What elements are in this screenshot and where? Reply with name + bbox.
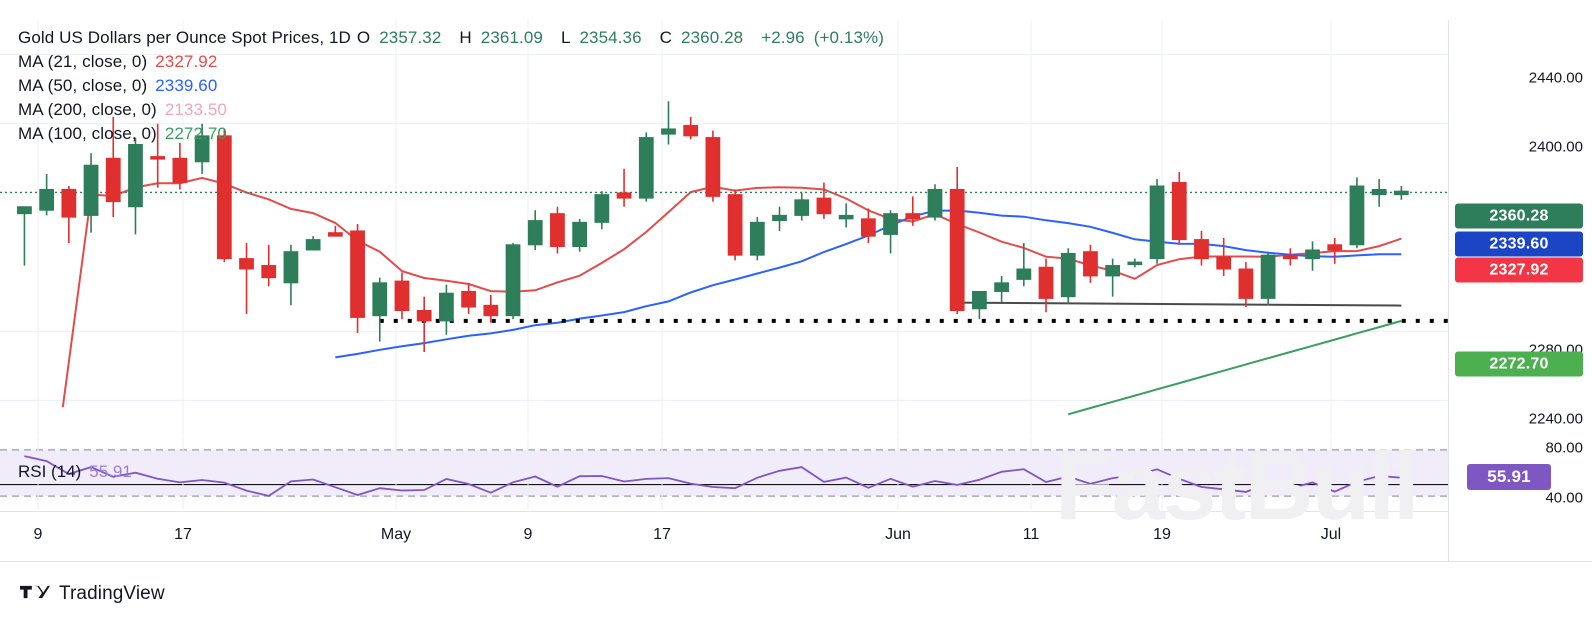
- candle: [1083, 244, 1098, 283]
- price-axis[interactable]: 2440.00 2400.00 2280.00 2240.00 80.00 40…: [1448, 20, 1592, 561]
- candle: [727, 189, 743, 261]
- xtick-9: 9: [523, 526, 533, 543]
- tradingview-logo[interactable]: TradingView: [20, 583, 165, 605]
- candle: [283, 244, 299, 306]
- candle: [1105, 258, 1121, 297]
- candle: [261, 244, 277, 287]
- candle: [794, 192, 810, 221]
- candle: [61, 186, 77, 244]
- ytick-rsi-80: 80.00: [1545, 439, 1583, 457]
- candle: [661, 101, 676, 145]
- candle: [638, 132, 654, 202]
- candle: [461, 282, 476, 314]
- last-price-badge[interactable]: 2360.28: [1455, 203, 1583, 229]
- candle: [83, 153, 99, 233]
- tradingview-icon: [20, 585, 50, 598]
- candle: [572, 218, 588, 252]
- candle: [550, 206, 565, 254]
- xtick-jul: Jul: [1320, 526, 1342, 543]
- ytick-2440: 2440.00: [1528, 69, 1583, 87]
- candle: [439, 284, 454, 335]
- candle: [1127, 258, 1143, 268]
- candle: [1038, 258, 1054, 313]
- candle: [616, 168, 632, 207]
- candle: [749, 217, 765, 261]
- candle: [150, 123, 166, 188]
- candle: [1194, 230, 1209, 266]
- chart-footer: TradingView: [0, 561, 1592, 625]
- candle: [172, 142, 188, 190]
- candle: [483, 294, 499, 323]
- candle: [527, 210, 543, 250]
- rsi-pane[interactable]: [0, 436, 1448, 510]
- candle: [350, 224, 365, 333]
- candle: [594, 191, 610, 230]
- candle: [1149, 179, 1165, 264]
- candle: [105, 116, 121, 218]
- candle: [972, 290, 987, 320]
- candle: [17, 206, 32, 266]
- candle: [905, 196, 921, 226]
- candle: [1216, 237, 1232, 276]
- time-axis[interactable]: 9 17 May 9 17 Jun 11 19 Jul: [0, 511, 1448, 562]
- xtick-11: 11: [1022, 526, 1040, 543]
- rsi-value-badge[interactable]: 55.91: [1467, 464, 1551, 490]
- xtick-may: May: [380, 526, 412, 543]
- candle: [216, 128, 232, 263]
- candle: [883, 210, 898, 254]
- ytick-rsi-40: 40.00: [1545, 489, 1583, 507]
- candle: [1260, 251, 1276, 306]
- candle: [860, 208, 876, 244]
- candle: [772, 206, 787, 231]
- candle: [372, 277, 388, 342]
- candle: [1282, 248, 1298, 266]
- xtick-jun: Jun: [885, 526, 911, 543]
- ma21-price-badge[interactable]: 2327.92: [1455, 257, 1583, 283]
- candle: [838, 203, 854, 228]
- xtick-17: 17: [653, 526, 671, 543]
- ytick-2240: 2240.00: [1528, 410, 1583, 428]
- candle: [949, 166, 965, 314]
- ma50-price-badge[interactable]: 2339.60: [1455, 231, 1583, 257]
- candle: [1060, 248, 1076, 304]
- candle: [394, 272, 410, 320]
- candle: [128, 137, 143, 235]
- candle: [416, 296, 432, 352]
- candle: [327, 225, 343, 237]
- xtick-9: 9: [33, 526, 43, 543]
- candle: [1238, 262, 1254, 308]
- xtick-17: 17: [174, 526, 192, 543]
- candle: [683, 116, 699, 140]
- price-pane[interactable]: [0, 20, 1448, 435]
- ma100-price-badge[interactable]: 2272.70: [1455, 351, 1583, 377]
- candle: [194, 123, 210, 174]
- candle: [816, 182, 832, 219]
- rsi-plot: [0, 436, 1448, 510]
- tradingview-label: TradingView: [59, 582, 165, 604]
- candle: [305, 236, 321, 251]
- candle: [1371, 179, 1387, 207]
- candle: [994, 275, 1009, 302]
- price-plot: [0, 20, 1448, 435]
- candle: [1016, 243, 1032, 287]
- candle: [39, 173, 55, 216]
- candle: [705, 130, 721, 202]
- candle: [1349, 177, 1365, 249]
- candle: [505, 243, 521, 320]
- candle: [927, 184, 943, 221]
- ytick-2400: 2400.00: [1528, 138, 1583, 156]
- candle: [239, 243, 254, 314]
- candle: [1171, 172, 1187, 245]
- candle: [1327, 237, 1343, 264]
- candle: [1393, 186, 1409, 200]
- xtick-19: 19: [1153, 526, 1171, 543]
- candle: [1305, 241, 1320, 271]
